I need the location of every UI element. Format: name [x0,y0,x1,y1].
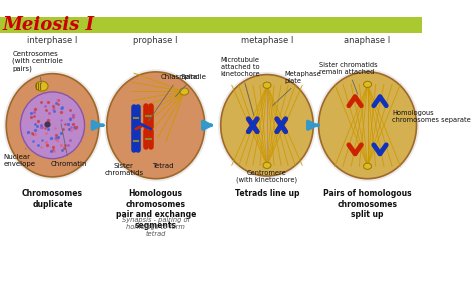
Ellipse shape [6,74,99,177]
Text: prophase I: prophase I [134,36,178,45]
Text: Sister
chromatids: Sister chromatids [104,163,143,176]
Ellipse shape [316,69,419,181]
Ellipse shape [20,92,84,159]
Text: Pairs of homologous
chromosomes
split up: Pairs of homologous chromosomes split up [323,189,412,219]
Text: interphase I: interphase I [27,36,78,45]
Bar [0,17,422,33]
Ellipse shape [221,75,313,176]
Text: Meiosis I: Meiosis I [3,16,95,34]
Text: Chiasmata: Chiasmata [148,74,197,121]
Text: Chromatin: Chromatin [51,124,87,167]
Ellipse shape [364,81,372,87]
Text: Chromosomes
duplicate: Chromosomes duplicate [22,189,83,209]
Text: Centromere
(with kinetochore): Centromere (with kinetochore) [237,170,298,183]
Text: Tetrads line up: Tetrads line up [235,189,299,198]
Text: Spindle: Spindle [175,74,207,97]
Text: Homologous
chromosomes separate: Homologous chromosomes separate [392,110,471,123]
Text: metaphase I: metaphase I [241,36,293,45]
Text: anaphase I: anaphase I [345,36,391,45]
Ellipse shape [218,72,316,179]
Ellipse shape [36,81,48,91]
Text: Nuclear
envelope: Nuclear envelope [4,148,36,167]
Ellipse shape [364,163,372,169]
Text: Tetrad: Tetrad [152,163,173,169]
Text: Centrosomes
(with centriole
pairs): Centrosomes (with centriole pairs) [12,51,63,84]
Ellipse shape [319,72,417,179]
Ellipse shape [4,71,101,180]
Ellipse shape [180,88,189,95]
Text: Homologous
chromosomes
pair and exchange
segments: Homologous chromosomes pair and exchange… [116,189,196,230]
Text: Sister chromatids
remain attached: Sister chromatids remain attached [319,62,377,94]
Ellipse shape [263,82,271,88]
Text: Synapsis - pairing of
homologs to form
tetrad: Synapsis - pairing of homologs to form t… [122,217,190,237]
Ellipse shape [263,162,271,168]
Ellipse shape [107,72,205,179]
Text: Microtubule
attached to
kinetochore: Microtubule attached to kinetochore [221,57,260,115]
Ellipse shape [104,69,207,181]
Text: Metaphase
plate: Metaphase plate [273,71,321,106]
